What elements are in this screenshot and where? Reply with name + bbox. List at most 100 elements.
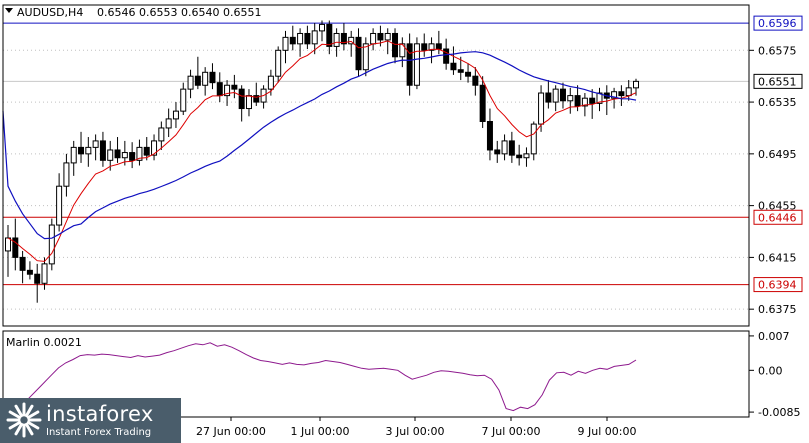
candle[interactable] xyxy=(26,261,33,280)
candle[interactable] xyxy=(136,139,143,166)
candle[interactable] xyxy=(545,80,552,109)
bull-candle-body xyxy=(384,32,391,41)
time-tick-label: 27 Jun 00:00 xyxy=(196,425,266,438)
bear-candle-body xyxy=(19,256,26,271)
panel-frames xyxy=(2,4,750,418)
logo-ray xyxy=(8,421,22,430)
instaforex-logo[interactable]: instaforex Instant Forex Trading xyxy=(0,398,181,443)
candle[interactable] xyxy=(538,85,545,132)
candle[interactable] xyxy=(216,72,223,103)
candle[interactable] xyxy=(143,137,150,161)
candle[interactable] xyxy=(78,131,85,163)
candle[interactable] xyxy=(552,85,559,112)
bull-candle-body xyxy=(107,149,114,161)
candle[interactable] xyxy=(472,67,479,96)
candle[interactable] xyxy=(523,147,530,167)
candle[interactable] xyxy=(34,263,41,303)
collapse-triangle-icon[interactable] xyxy=(5,8,13,13)
candle[interactable] xyxy=(151,134,158,161)
candle[interactable] xyxy=(516,144,523,166)
candle[interactable] xyxy=(253,82,260,106)
candle[interactable] xyxy=(99,131,106,167)
bear-candle-body xyxy=(377,32,384,41)
candle[interactable] xyxy=(304,25,311,50)
candle[interactable] xyxy=(399,37,406,68)
candle[interactable] xyxy=(165,108,172,138)
candle[interactable] xyxy=(479,76,486,128)
candle[interactable] xyxy=(559,82,566,109)
price-tag-0.6446[interactable] xyxy=(753,209,803,225)
candle[interactable] xyxy=(114,137,121,163)
candle[interactable] xyxy=(494,140,501,163)
candle[interactable] xyxy=(245,89,252,117)
candle[interactable] xyxy=(362,37,369,77)
price-tick-label: 0.6415 xyxy=(758,251,797,264)
candle[interactable] xyxy=(129,142,136,169)
candle[interactable] xyxy=(435,30,442,55)
candle[interactable] xyxy=(501,134,508,161)
candle[interactable] xyxy=(326,20,333,55)
candle[interactable] xyxy=(231,74,238,99)
candle[interactable] xyxy=(355,28,362,77)
candle[interactable] xyxy=(567,87,574,114)
candle[interactable] xyxy=(370,28,377,51)
candle[interactable] xyxy=(70,140,77,176)
candle[interactable] xyxy=(486,108,493,161)
candle[interactable] xyxy=(392,28,399,64)
candle[interactable] xyxy=(508,131,515,163)
bull-candle-body xyxy=(224,84,231,97)
candle[interactable] xyxy=(41,257,48,290)
candle[interactable] xyxy=(413,37,420,90)
candle[interactable] xyxy=(180,82,187,116)
candle[interactable] xyxy=(238,85,245,122)
oscillator-axis: 0.007 0.00 -0.0085 xyxy=(749,330,800,419)
bull-candle-body xyxy=(319,23,325,32)
candle[interactable] xyxy=(194,56,201,90)
candle[interactable] xyxy=(596,87,603,112)
candle[interactable] xyxy=(340,23,347,51)
candle[interactable] xyxy=(202,67,209,96)
candle[interactable] xyxy=(48,218,55,271)
candle[interactable] xyxy=(5,225,11,277)
candle[interactable] xyxy=(275,46,282,83)
bull-candle-body xyxy=(428,43,435,51)
candle[interactable] xyxy=(530,121,537,161)
candle[interactable] xyxy=(428,37,435,64)
candle[interactable] xyxy=(19,250,26,284)
candle[interactable] xyxy=(187,69,194,99)
candle[interactable] xyxy=(406,33,413,96)
candle[interactable] xyxy=(282,30,289,64)
candle[interactable] xyxy=(289,25,296,51)
ohlc-values: 0.6546 0.6553 0.6540 0.6551 xyxy=(97,6,261,19)
price-tag-0.6596[interactable] xyxy=(753,15,803,31)
candle[interactable] xyxy=(209,63,216,90)
logo-ray xyxy=(25,422,34,436)
candle[interactable] xyxy=(618,85,625,106)
candle[interactable] xyxy=(611,87,618,109)
candle[interactable] xyxy=(465,63,472,83)
candle[interactable] xyxy=(56,173,63,232)
candle[interactable] xyxy=(63,153,70,197)
bear-candle-body xyxy=(559,88,566,102)
candle[interactable] xyxy=(158,121,165,150)
price-tag-0.6394[interactable] xyxy=(753,277,803,293)
candle[interactable] xyxy=(450,46,457,75)
bull-candle-body xyxy=(362,43,369,71)
candle[interactable] xyxy=(85,137,92,167)
candle[interactable] xyxy=(297,28,304,57)
candlesticks[interactable] xyxy=(5,20,639,303)
candle[interactable] xyxy=(260,85,267,109)
candle[interactable] xyxy=(421,33,428,57)
candle[interactable] xyxy=(348,30,355,57)
candle[interactable] xyxy=(12,218,19,271)
candle[interactable] xyxy=(92,134,99,161)
candle[interactable] xyxy=(625,80,632,101)
candle[interactable] xyxy=(319,20,325,42)
candle[interactable] xyxy=(107,140,114,171)
candle[interactable] xyxy=(172,102,179,128)
horizontal-levels[interactable]: 0.6596 0.6551 0.6446 0.6394 xyxy=(3,15,803,293)
candle[interactable] xyxy=(311,23,318,55)
candle[interactable] xyxy=(457,56,464,81)
price-tag-0.6551[interactable] xyxy=(753,73,803,89)
